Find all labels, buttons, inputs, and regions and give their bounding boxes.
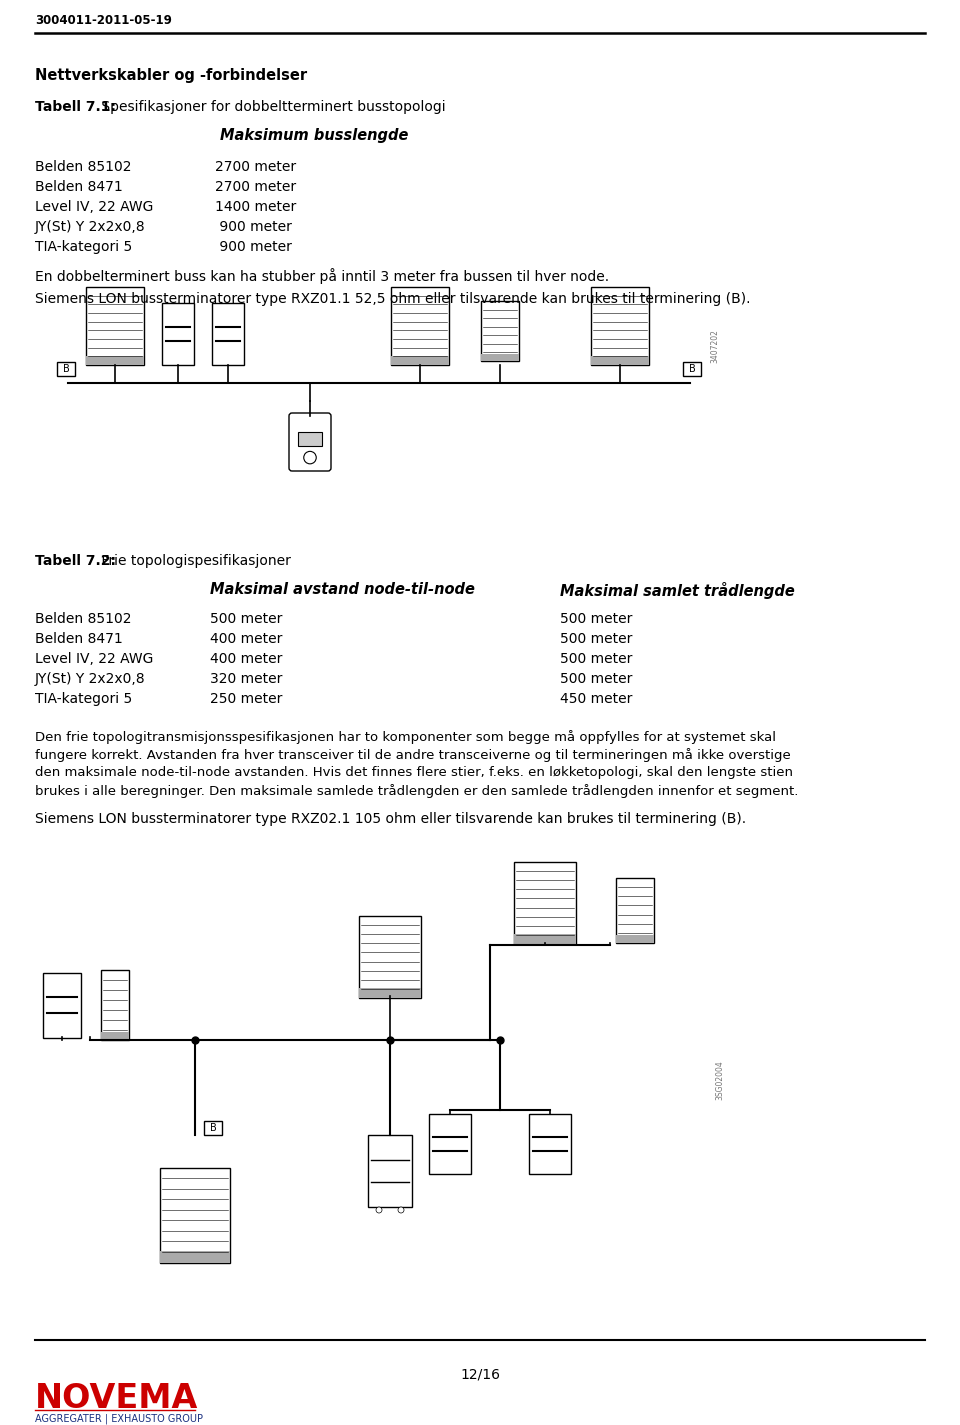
Text: Belden 85102: Belden 85102 xyxy=(35,611,132,626)
Text: 12/16: 12/16 xyxy=(460,1368,500,1382)
Text: Level IV, 22 AWG: Level IV, 22 AWG xyxy=(35,200,154,214)
Bar xyxy=(86,356,144,365)
Bar xyxy=(204,1121,222,1134)
Bar xyxy=(529,1114,571,1174)
Bar xyxy=(359,988,421,998)
Bar xyxy=(212,304,244,365)
Bar xyxy=(514,862,576,943)
Text: Belden 85102: Belden 85102 xyxy=(35,160,132,174)
Bar xyxy=(591,286,649,365)
Bar xyxy=(160,1251,230,1263)
Text: 500 meter: 500 meter xyxy=(560,673,633,685)
Text: Belden 8471: Belden 8471 xyxy=(35,633,123,646)
Bar xyxy=(368,1134,412,1207)
Text: 500 meter: 500 meter xyxy=(560,633,633,646)
Text: Siemens LON bussterminatorer type RXZ01.1 52,5 ohm eller tilsvarende kan brukes : Siemens LON bussterminatorer type RXZ01.… xyxy=(35,292,751,306)
Text: 500 meter: 500 meter xyxy=(560,653,633,665)
Text: brukes i alle beregninger. Den maksimale samlede trådlengden er den samlede tråd: brukes i alle beregninger. Den maksimale… xyxy=(35,784,799,798)
Text: Spesifikasjoner for dobbeltterminert busstopologi: Spesifikasjoner for dobbeltterminert bus… xyxy=(97,100,445,114)
Text: JY(St) Y 2x2x0,8: JY(St) Y 2x2x0,8 xyxy=(35,673,146,685)
Bar xyxy=(591,356,649,365)
Bar xyxy=(162,304,194,365)
Bar xyxy=(160,1167,230,1263)
Text: 450 meter: 450 meter xyxy=(560,693,633,705)
Bar xyxy=(391,286,449,365)
Text: Belden 8471: Belden 8471 xyxy=(35,180,123,194)
Bar xyxy=(57,362,75,376)
Text: Tabell 7.2:: Tabell 7.2: xyxy=(35,554,116,569)
Bar xyxy=(101,970,129,1040)
Bar xyxy=(429,1114,471,1174)
Text: En dobbelterminert buss kan ha stubber på inntil 3 meter fra bussen til hver nod: En dobbelterminert buss kan ha stubber p… xyxy=(35,268,610,284)
Bar xyxy=(481,353,519,361)
Text: B: B xyxy=(688,363,695,373)
Text: 3407202: 3407202 xyxy=(710,329,719,363)
Text: Level IV, 22 AWG: Level IV, 22 AWG xyxy=(35,653,154,665)
Text: Nettverkskabler og -forbindelser: Nettverkskabler og -forbindelser xyxy=(35,68,307,83)
Bar xyxy=(359,916,421,997)
Text: 2700 meter: 2700 meter xyxy=(215,160,296,174)
FancyBboxPatch shape xyxy=(289,413,331,472)
Text: Maksimal avstand node-til-node: Maksimal avstand node-til-node xyxy=(210,581,475,597)
Text: Tabell 7.1:: Tabell 7.1: xyxy=(35,100,116,114)
Text: 320 meter: 320 meter xyxy=(210,673,282,685)
Text: 900 meter: 900 meter xyxy=(215,239,292,254)
Text: 2700 meter: 2700 meter xyxy=(215,180,296,194)
Bar xyxy=(299,432,322,446)
Text: 500 meter: 500 meter xyxy=(210,611,282,626)
Text: 1400 meter: 1400 meter xyxy=(215,200,297,214)
Text: 900 meter: 900 meter xyxy=(215,219,292,234)
Text: TIA-kategori 5: TIA-kategori 5 xyxy=(35,693,132,705)
Text: 400 meter: 400 meter xyxy=(210,653,282,665)
Bar xyxy=(43,972,81,1037)
Text: 3SG02004: 3SG02004 xyxy=(715,1060,725,1100)
Text: 400 meter: 400 meter xyxy=(210,633,282,646)
Circle shape xyxy=(303,452,316,465)
Text: Maksimal samlet trådlengde: Maksimal samlet trådlengde xyxy=(560,581,795,598)
Bar xyxy=(514,935,576,943)
Text: Siemens LON bussterminatorer type RXZ02.1 105 ohm eller tilsvarende kan brukes t: Siemens LON bussterminatorer type RXZ02.… xyxy=(35,812,746,826)
Bar xyxy=(616,935,654,942)
Text: B: B xyxy=(62,363,69,373)
Text: 250 meter: 250 meter xyxy=(210,693,282,705)
Text: B: B xyxy=(209,1123,216,1133)
Text: Frie topologispesifikasjoner: Frie topologispesifikasjoner xyxy=(97,554,291,569)
Text: JY(St) Y 2x2x0,8: JY(St) Y 2x2x0,8 xyxy=(35,219,146,234)
Bar xyxy=(86,286,144,365)
Text: fungere korrekt. Avstanden fra hver transceiver til de andre transceiverne og ti: fungere korrekt. Avstanden fra hver tran… xyxy=(35,748,791,762)
Bar xyxy=(391,356,449,365)
Bar xyxy=(481,301,519,361)
Text: 3004011-2011-05-19: 3004011-2011-05-19 xyxy=(35,14,172,27)
Bar xyxy=(616,878,654,942)
Bar xyxy=(683,362,701,376)
Text: Maksimum busslengde: Maksimum busslengde xyxy=(220,128,408,142)
Text: den maksimale node-til-node avstanden. Hvis det finnes flere stier, f.eks. en lø: den maksimale node-til-node avstanden. H… xyxy=(35,767,793,779)
Text: TIA-kategori 5: TIA-kategori 5 xyxy=(35,239,132,254)
Circle shape xyxy=(376,1207,382,1213)
Text: 500 meter: 500 meter xyxy=(560,611,633,626)
Bar xyxy=(101,1032,129,1040)
Text: NOVEMA: NOVEMA xyxy=(35,1382,199,1415)
Text: AGGREGATER | EXHAUSTO GROUP: AGGREGATER | EXHAUSTO GROUP xyxy=(35,1414,203,1424)
Circle shape xyxy=(398,1207,404,1213)
Text: Den frie topologitransmisjonsspesifikasjonen har to komponenter som begge må opp: Den frie topologitransmisjonsspesifikasj… xyxy=(35,730,776,744)
